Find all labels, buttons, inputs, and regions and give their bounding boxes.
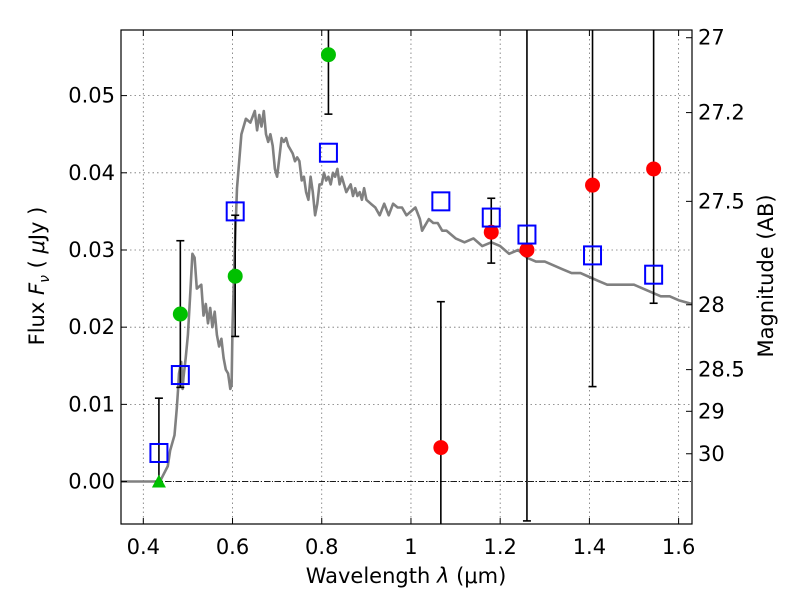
data-point-triangle	[151, 474, 166, 488]
y-axis-title: Flux Fν ( μJy )	[25, 207, 53, 346]
data-point-circle	[585, 177, 601, 193]
data-point-circle	[483, 224, 499, 240]
data-point-circle	[519, 242, 535, 258]
mag-tick-label: 28	[698, 293, 725, 317]
y-tick-label: 0.02	[68, 315, 115, 339]
mag-tick-label: 28.5	[698, 358, 745, 382]
x-tick-label: 1.2	[483, 535, 516, 559]
x-tick-label: 1.4	[573, 535, 606, 559]
data-point-square	[517, 224, 537, 245]
data-point-circle	[646, 161, 662, 177]
x-tick-label: 0.6	[216, 535, 249, 559]
data-point-square	[318, 142, 338, 163]
y-tick-label: 0.03	[68, 238, 115, 262]
y-tick-label: 0.01	[68, 392, 115, 416]
data-point-square	[583, 245, 603, 266]
mag-tick-label: 29	[698, 399, 725, 423]
data-point-square	[170, 365, 190, 386]
data-point-circle	[172, 306, 188, 322]
data-point-square	[644, 264, 664, 285]
mag-tick-label: 27	[698, 26, 725, 50]
x-tick-label: 1.6	[662, 535, 695, 559]
data-point-circle	[433, 440, 449, 456]
data-point-square	[225, 201, 245, 222]
grid-lines	[121, 30, 692, 524]
axis-ticks: 0.4 0.6 0.8 1 1.2 1.4 1.6 0.00 0.01 0.02 0.03 0.04 0…	[68, 26, 745, 559]
model-spectrum-layer	[121, 109, 693, 483]
x-tick-label: 0.8	[305, 535, 338, 559]
plot-frame	[120, 29, 693, 525]
x-axis-title: Wavelength λ (μm)	[306, 564, 507, 588]
model-spectrum-line	[121, 109, 693, 483]
data-point-square	[481, 207, 501, 228]
y-tick-label: 0.05	[68, 84, 115, 108]
y2-axis-title: Magnitude (AB)	[754, 194, 778, 357]
mag-tick-label: 30	[698, 442, 725, 466]
x-tick-label: 0.4	[127, 535, 160, 559]
data-point-square	[149, 442, 169, 463]
y-tick-label: 0.04	[68, 161, 115, 185]
data-point-circle	[227, 268, 243, 284]
data-markers	[149, 47, 664, 488]
data-point-circle	[320, 47, 336, 63]
x-tick-label: 1	[404, 535, 417, 559]
mag-tick-label: 27.2	[698, 101, 745, 125]
y-tick-label: 0.00	[68, 470, 115, 494]
data-point-square	[431, 191, 451, 212]
mag-tick-label: 27.5	[698, 189, 745, 213]
